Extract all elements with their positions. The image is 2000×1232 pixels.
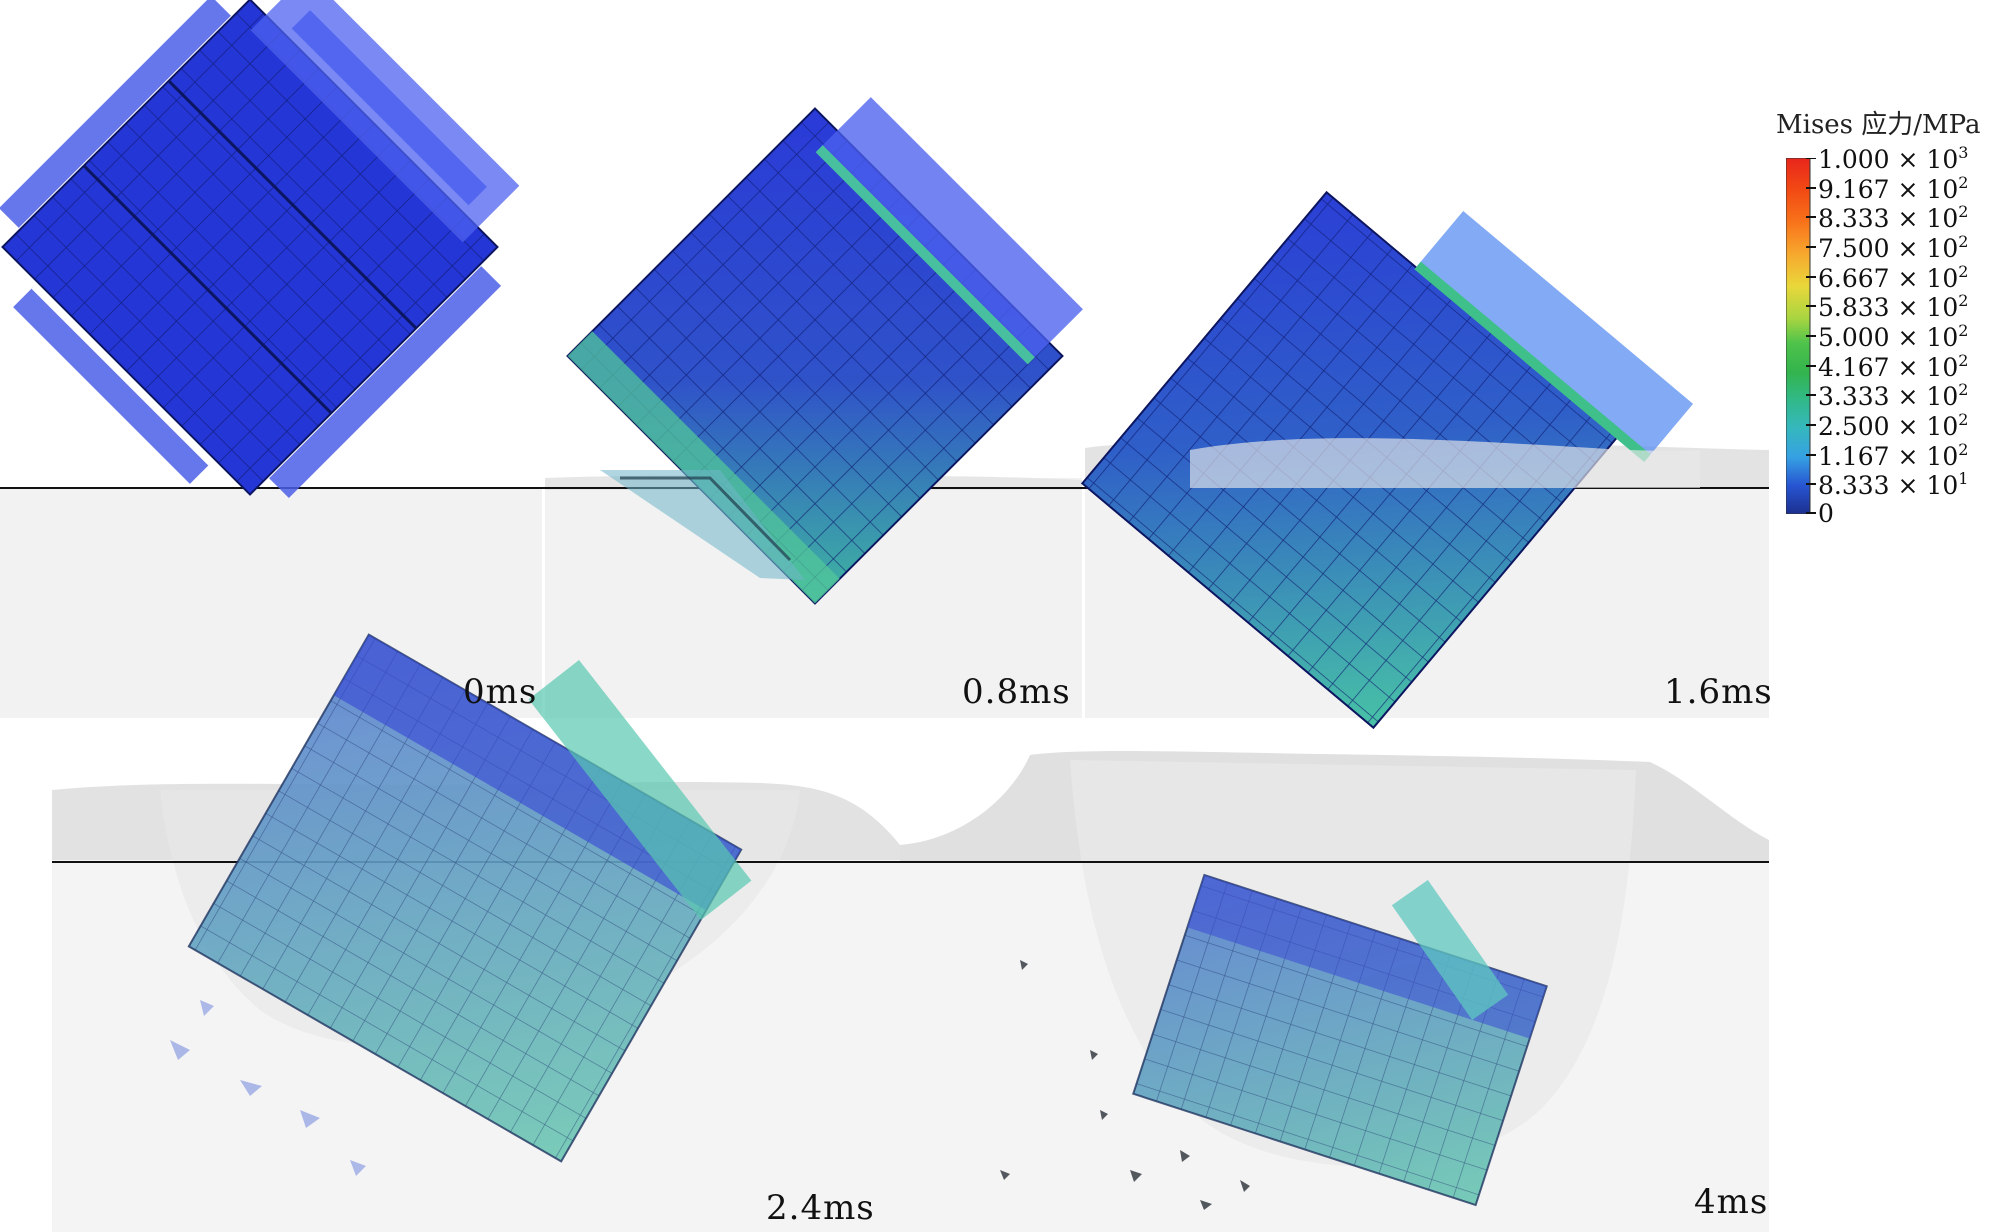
legend-tick-label: 8.333 × 102 (1818, 202, 1969, 233)
stress-legend: Mises 应力/MPa 1.000 × 103 9.167 × 102 8.333… (1776, 104, 2000, 534)
legend-tick-label: 2.500 × 102 (1818, 410, 1969, 441)
legend-tick-label: 3.333 × 102 (1818, 380, 1969, 411)
frame-4ms-module (1000, 873, 1548, 1210)
legend-tick-label: 5.833 × 102 (1818, 291, 1969, 322)
frame-label-4ms: 4ms (1694, 1182, 1769, 1222)
frame-0ms-module (0, 0, 520, 499)
legend-tick-label: 9.167 × 102 (1818, 173, 1969, 204)
legend-tick-label: 5.000 × 102 (1818, 321, 1969, 352)
frame-1.6ms-module (1080, 190, 1700, 730)
legend-tick-label: 1.000 × 103 (1818, 143, 1969, 174)
frame-label-0ms: 0ms (463, 672, 538, 712)
legend-tick-label: 8.333 × 101 (1818, 469, 1969, 500)
frame-label-2.4ms: 2.4ms (766, 1188, 875, 1228)
legend-colorbar (1786, 158, 1816, 514)
legend-tick-label: 4.167 × 102 (1818, 351, 1969, 382)
frame-label-1.6ms: 1.6ms (1664, 672, 1773, 712)
legend-tick-label: 6.667 × 102 (1818, 262, 1969, 293)
legend-title: Mises 应力/MPa (1776, 110, 1981, 140)
legend-tick-label: 0 (1818, 499, 1834, 528)
frame-0.8ms-module (566, 97, 1083, 605)
legend-tick-label: 7.500 × 102 (1818, 232, 1969, 263)
frame-2.4ms-module (170, 633, 752, 1176)
frame-label-0.8ms: 0.8ms (962, 672, 1071, 712)
legend-tick-label: 1.167 × 102 (1818, 440, 1969, 471)
